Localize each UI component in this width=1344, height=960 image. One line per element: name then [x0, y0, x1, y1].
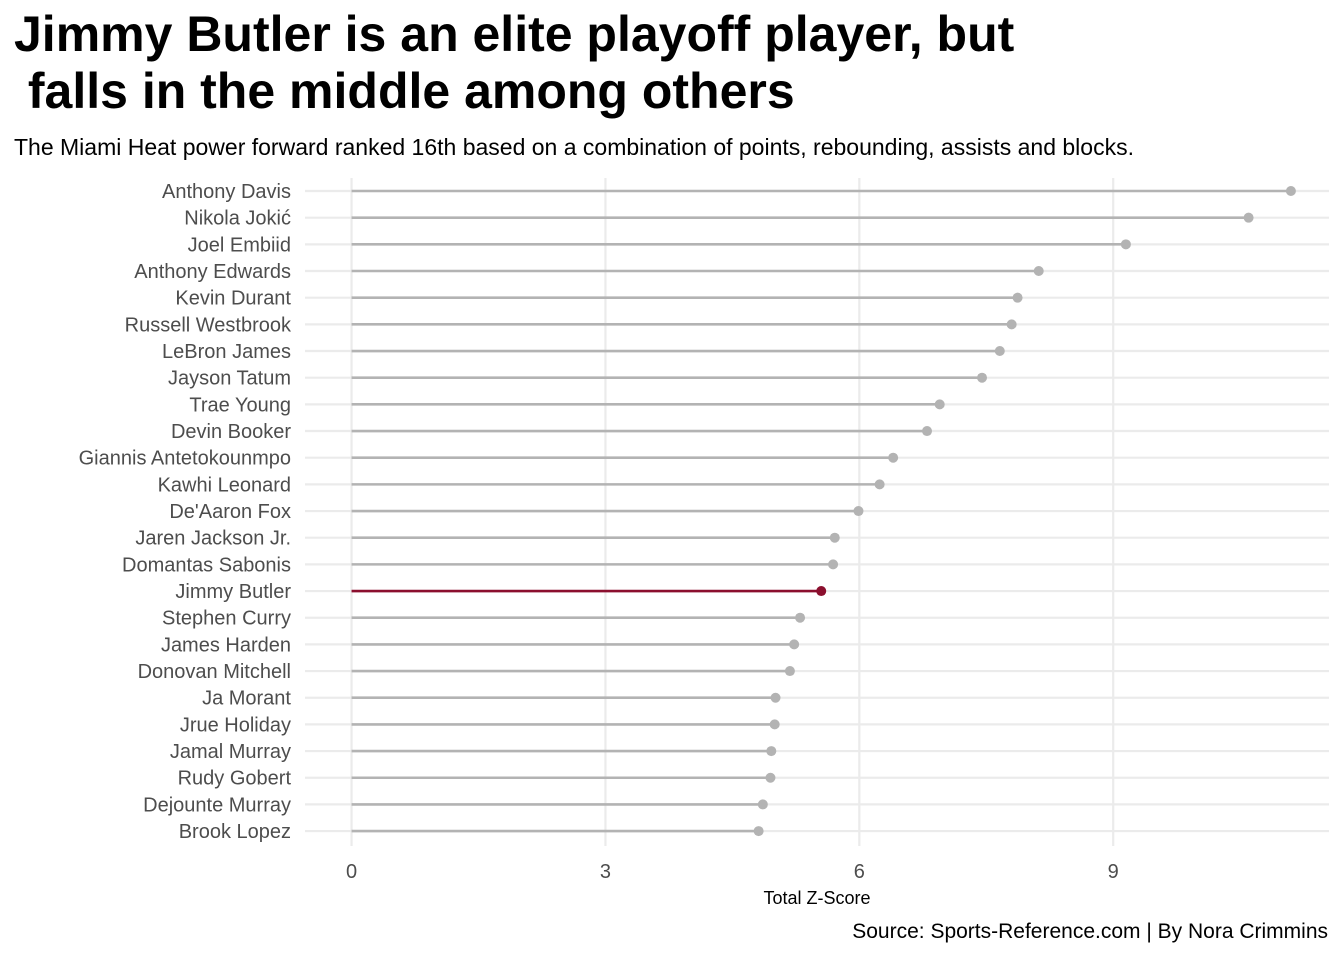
point-jayson-tatum: [977, 372, 988, 383]
point-de-aaron-fox: [853, 506, 864, 517]
point-rudy-gobert: [765, 772, 776, 783]
point-brook-lopez: [753, 826, 764, 837]
point-domantas-sabonis: [828, 559, 839, 570]
point-ja-morant: [770, 692, 781, 703]
source-caption: Source: Sports-Reference.com | By Nora C…: [852, 920, 1328, 943]
y-tick-label-kawhi-leonard: Kawhi Leonard: [158, 474, 291, 496]
point-devin-booker: [922, 426, 933, 437]
x-axis-labels: 0 3 6 9: [346, 861, 1119, 883]
point-donovan-mitchell: [784, 666, 795, 677]
point-anthony-davis: [1285, 186, 1296, 196]
y-tick-label-donovan-mitchell: Donovan Mitchell: [138, 661, 291, 683]
y-tick-label-james-harden: James Harden: [161, 634, 291, 656]
point-anthony-edwards: [1033, 266, 1044, 277]
point-james-harden: [789, 639, 800, 650]
y-tick-label-stephen-curry: Stephen Curry: [162, 608, 291, 630]
point-giannis-antetokounmpo: [888, 452, 899, 463]
y-tick-label-devin-booker: Devin Booker: [171, 421, 291, 443]
y-tick-label-lebron-james: LeBron James: [162, 341, 291, 363]
y-tick-label-giannis-antetokounmpo: Giannis Antetokounmpo: [79, 448, 291, 470]
y-tick-label-jimmy-butler: Jimmy Butler: [175, 581, 291, 603]
point-nikola-jokic: [1243, 212, 1254, 223]
y-tick-label-russell-westbrook: Russell Westbrook: [125, 314, 292, 336]
y-tick-label-jayson-tatum: Jayson Tatum: [168, 368, 291, 390]
y-tick-label-de-aaron-fox: De'Aaron Fox: [169, 501, 291, 523]
x-tick-label-9: 9: [1108, 861, 1119, 883]
y-tick-label-jaren-jackson-jr: Jaren Jackson Jr.: [135, 528, 291, 550]
point-lebron-james: [994, 346, 1005, 357]
stem-layer: [351, 189, 1291, 833]
point-kevin-durant: [1012, 292, 1023, 303]
point-jimmy-butler: [816, 586, 827, 597]
point-jamal-murray: [766, 746, 777, 757]
y-tick-label-domantas-sabonis: Domantas Sabonis: [122, 554, 291, 576]
y-tick-label-jamal-murray: Jamal Murray: [170, 741, 291, 763]
point-dejounte-murray: [757, 799, 768, 810]
y-tick-label-ja-morant: Ja Morant: [202, 688, 291, 710]
y-tick-label-brook-lopez: Brook Lopez: [179, 821, 291, 843]
y-tick-label-joel-embiid: Joel Embiid: [188, 234, 291, 256]
x-tick-label-6: 6: [854, 861, 865, 883]
y-tick-label-jrue-holiday: Jrue Holiday: [180, 714, 291, 736]
point-russell-westbrook: [1006, 319, 1017, 330]
point-jaren-jackson-jr: [829, 532, 840, 543]
y-tick-label-rudy-gobert: Rudy Gobert: [178, 768, 292, 790]
chart-subtitle: The Miami Heat power forward ranked 16th…: [14, 134, 1134, 160]
point-layer: [753, 186, 1296, 837]
x-tick-label-0: 0: [346, 861, 357, 883]
y-tick-label-anthony-davis: Anthony Davis: [162, 181, 291, 203]
x-tick-label-3: 3: [600, 861, 611, 883]
y-tick-label-anthony-edwards: Anthony Edwards: [134, 261, 291, 283]
y-tick-label-nikola-jokic: Nikola Jokić: [184, 208, 291, 230]
chart-title: Jimmy Butler is an elite playoff player,…: [14, 6, 1015, 119]
y-tick-label-trae-young: Trae Young: [189, 394, 291, 416]
point-jrue-holiday: [769, 719, 780, 730]
y-tick-label-dejounte-murray: Dejounte Murray: [143, 794, 291, 816]
point-joel-embiid: [1120, 239, 1131, 250]
point-trae-young: [934, 399, 945, 410]
y-axis-labels: Anthony Davis Nikola Jokić Joel Embiid Anth…: [79, 181, 292, 843]
point-stephen-curry: [795, 612, 806, 623]
x-axis-title: Total Z-Score: [763, 888, 870, 908]
y-tick-label-kevin-durant: Kevin Durant: [175, 288, 291, 310]
point-kawhi-leonard: [874, 479, 885, 490]
